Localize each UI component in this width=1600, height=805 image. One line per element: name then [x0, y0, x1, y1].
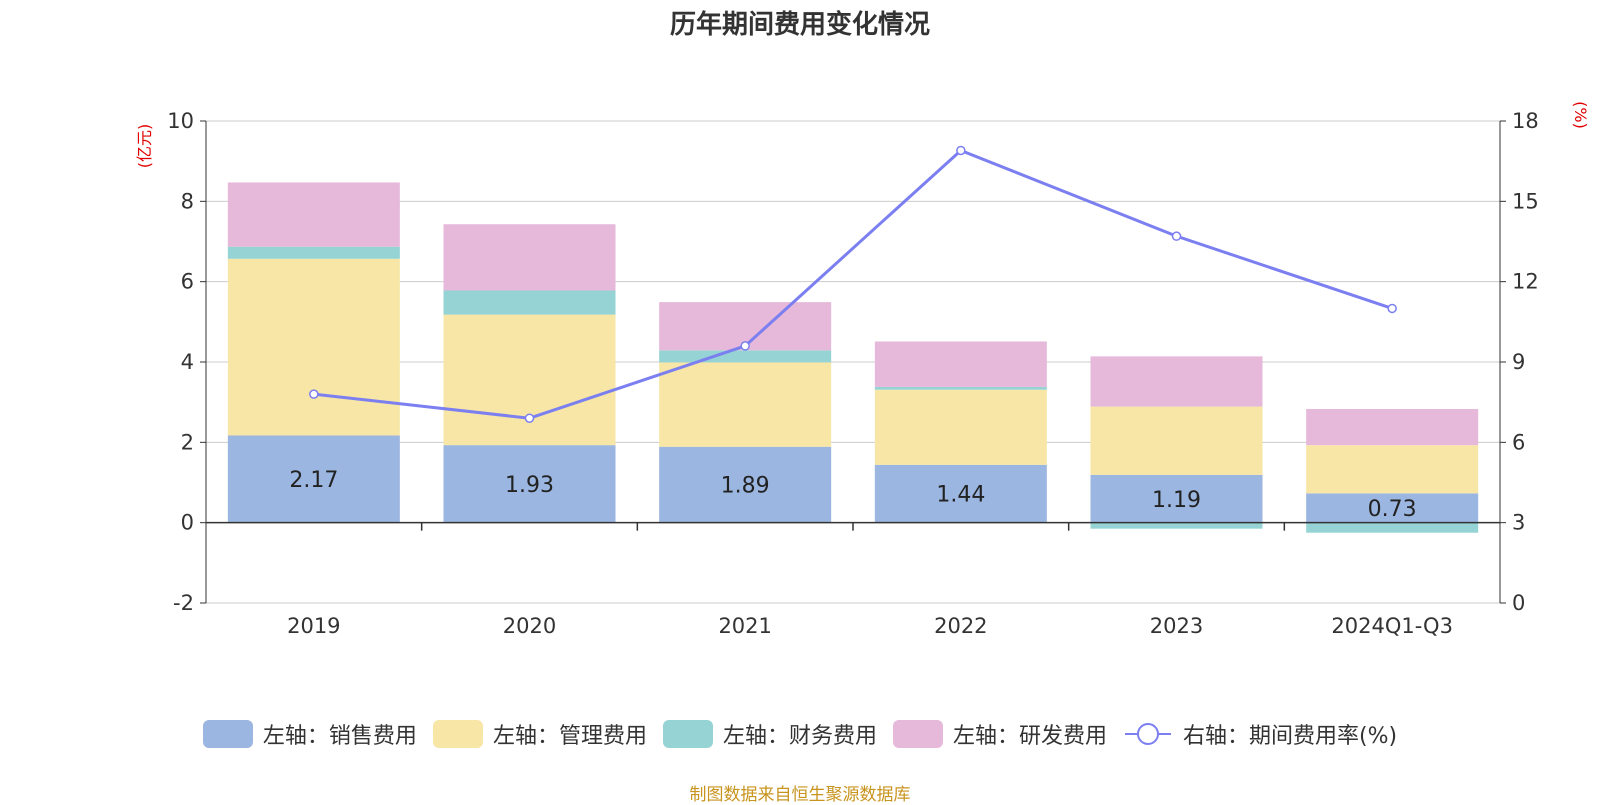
rd-bar — [874, 341, 1047, 387]
finance-bar — [443, 290, 616, 315]
left-axis-tick-label: 2 — [181, 430, 194, 454]
legend-label: 左轴：财务费用 — [722, 724, 877, 749]
right-axis-tick-label: 3 — [1512, 511, 1525, 535]
legend-label: 左轴：研发费用 — [952, 724, 1107, 749]
sales-data-label: 1.19 — [1152, 488, 1201, 513]
legend-swatch — [202, 720, 253, 748]
legend: 左轴：销售费用 左轴：管理费用 左轴：财务费用 左轴：研发费用 右轴：期间费用率(%) — [0, 718, 1600, 750]
sales-bar — [874, 464, 1047, 523]
left-axis-tick-label: 6 — [181, 270, 194, 294]
left-axis-tick-label: 4 — [181, 350, 194, 374]
rd-bar — [1306, 408, 1479, 446]
right-axis-tick-label: 6 — [1512, 430, 1525, 454]
finance-bar — [659, 350, 832, 363]
rate-point — [1387, 303, 1397, 314]
x-axis-category-label: 2019 — [287, 614, 340, 638]
sales-data-label: 1.89 — [721, 474, 770, 499]
legend-item[interactable]: 左轴：研发费用 — [892, 718, 1107, 750]
chart-area: -2 0 2 4 6 8 10 0 3 6 9 12 15 18 (亿元) (%) 2.17 1.93 1.89 1.… — [135, 101, 1590, 638]
sales-data-label: 1.93 — [505, 473, 554, 498]
rate-point — [956, 145, 966, 156]
rd-bar — [1090, 356, 1263, 407]
left-axis-tick-label: 10 — [167, 109, 194, 133]
sales-bar — [443, 445, 616, 523]
sales-data-label: 2.17 — [289, 468, 338, 493]
legend-item[interactable]: 左轴：财务费用 — [662, 718, 877, 750]
x-axis-category-label: 2020 — [503, 614, 556, 638]
chart-title: 历年期间费用变化情况 — [669, 10, 930, 40]
rate-point — [740, 341, 750, 351]
admin-bar — [1090, 406, 1263, 475]
legend-item[interactable]: 右轴：期间费用率(%) — [1123, 718, 1397, 750]
source-note: 制图数据来自恒生聚源数据库 — [689, 785, 911, 805]
sales-bar — [1090, 474, 1263, 523]
right-axis-tick-label: 9 — [1512, 350, 1525, 374]
admin-bar — [227, 258, 400, 436]
sales-bar — [1306, 493, 1479, 523]
admin-bar — [659, 362, 832, 447]
finance-bar — [1306, 522, 1479, 533]
sales-bar — [227, 435, 400, 523]
legend-label: 右轴：期间费用率(%) — [1182, 724, 1398, 749]
left-axis-tick-label: -2 — [173, 591, 194, 615]
left-axis-unit-label: (亿元) — [135, 124, 154, 169]
x-axis-category-label: 2023 — [1150, 614, 1203, 638]
x-axis-category-label: 2024Q1-Q3 — [1331, 614, 1453, 638]
right-axis-tick-label: 0 — [1512, 591, 1525, 615]
legend-label: 左轴：销售费用 — [262, 724, 417, 749]
legend-swatch — [662, 720, 713, 748]
legend-label: 左轴：管理费用 — [492, 724, 647, 749]
left-axis-tick-label: 8 — [181, 189, 194, 213]
finance-bar — [227, 246, 400, 259]
legend-line-circle-icon — [1124, 723, 1171, 745]
x-axis-category-label: 2022 — [934, 614, 987, 638]
admin-bar — [1306, 445, 1479, 494]
rd-bar — [443, 224, 616, 291]
legend-item[interactable]: 左轴：管理费用 — [432, 718, 647, 750]
admin-bar — [443, 314, 616, 446]
rate-point — [309, 389, 319, 399]
rate-line — [313, 148, 1393, 420]
rate-point — [524, 413, 535, 423]
right-axis-tick-label: 18 — [1512, 109, 1539, 133]
left-axis-tick-label: 0 — [181, 511, 194, 535]
legend-swatch — [892, 720, 943, 748]
sales-data-label: 0.73 — [1368, 497, 1417, 522]
rd-bar — [227, 182, 400, 247]
finance-bar — [874, 386, 1047, 390]
legend-swatch — [432, 720, 483, 748]
sales-bar — [659, 446, 832, 523]
sales-data-label: 1.44 — [936, 483, 985, 508]
rate-point — [1171, 231, 1182, 241]
legend-item[interactable]: 左轴：销售费用 — [202, 718, 417, 750]
admin-bar — [874, 389, 1047, 465]
finance-bar — [1090, 522, 1263, 529]
right-axis-tick-label: 12 — [1512, 270, 1539, 294]
right-axis-unit-label: (%) — [1571, 101, 1590, 129]
right-axis-tick-label: 15 — [1512, 189, 1539, 213]
x-axis-category-label: 2021 — [718, 614, 771, 638]
